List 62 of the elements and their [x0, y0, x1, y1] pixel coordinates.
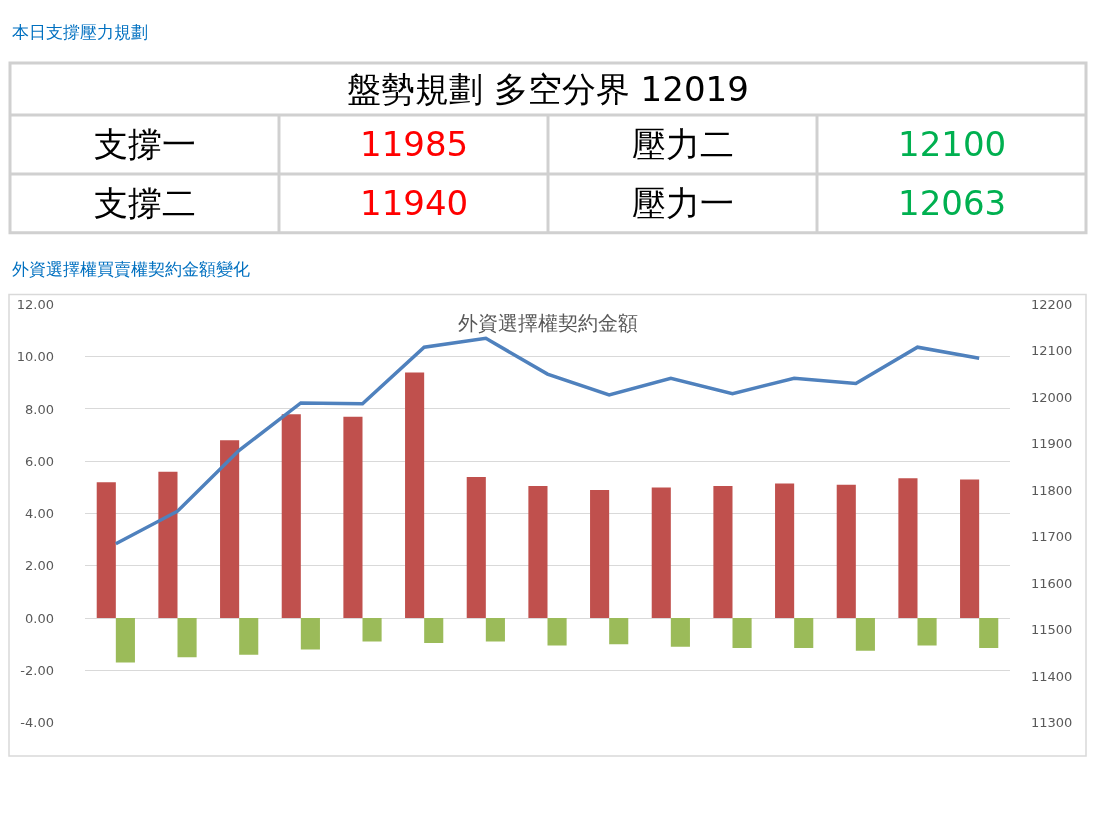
y2-tick-label: 12000	[1031, 389, 1073, 405]
y2-tick-label: 11800	[1031, 482, 1073, 498]
bar	[547, 618, 567, 646]
chart-subtitle: 外資選擇權契約金額	[458, 311, 638, 335]
bar	[732, 618, 752, 649]
bar	[960, 479, 980, 619]
y-tick-label: 12.00	[16, 296, 54, 312]
bar	[485, 618, 505, 642]
text: 支撐二	[94, 183, 196, 223]
bar	[343, 416, 363, 619]
bar	[220, 440, 240, 619]
bar	[609, 618, 629, 645]
y2-tick-label: 11600	[1031, 575, 1073, 591]
bar	[713, 486, 733, 619]
y-tick-label: 6.00	[25, 453, 54, 469]
y2-tick-label: 12100	[1031, 343, 1073, 359]
y-tick-label: -2.00	[20, 662, 54, 678]
text: 11985	[360, 124, 469, 164]
bar	[898, 478, 918, 619]
bar	[775, 483, 795, 619]
chart-title: 外資選擇權買賣權契約金額變化	[12, 259, 250, 279]
y-tick-label: 0.00	[25, 610, 54, 626]
bar	[836, 484, 856, 619]
text: 壓力二	[632, 124, 734, 164]
bar	[424, 618, 444, 643]
bar	[239, 618, 259, 655]
bar	[528, 486, 548, 619]
y2-tick-label: 11400	[1031, 668, 1073, 684]
text: 壓力一	[632, 183, 734, 223]
bar	[158, 471, 178, 619]
y2-tick-label: 11500	[1031, 622, 1073, 638]
bar	[794, 618, 814, 649]
y-tick-label: 8.00	[25, 401, 54, 417]
text: 本日支撐壓力規劃	[12, 22, 148, 42]
bar	[96, 482, 116, 619]
bar	[177, 618, 197, 658]
bar	[362, 618, 382, 642]
bar	[917, 618, 937, 646]
bar	[651, 487, 671, 619]
text: 12100	[898, 124, 1007, 164]
bar	[300, 618, 320, 650]
bar	[979, 618, 999, 649]
y-tick-label: 2.00	[25, 558, 54, 574]
y-tick-label: 4.00	[25, 506, 54, 522]
bar	[115, 618, 135, 663]
y2-tick-label: 11900	[1031, 436, 1073, 452]
text: 支撐一	[94, 124, 196, 164]
y2-tick-label: 11700	[1031, 529, 1073, 545]
y-tick-label: 10.00	[16, 349, 54, 365]
bar	[670, 618, 690, 647]
text: 盤勢規劃 多空分界 12019	[347, 69, 749, 109]
bar	[405, 372, 425, 619]
bar	[466, 476, 486, 619]
y-tick-label: -4.00	[20, 715, 54, 731]
bar	[855, 618, 875, 651]
y2-tick-label: 11300	[1031, 715, 1073, 731]
y2-tick-label: 12200	[1031, 296, 1073, 312]
bar	[281, 414, 301, 619]
line-series	[114, 336, 981, 546]
text: 12063	[898, 183, 1007, 223]
bar	[590, 489, 610, 619]
text: 11940	[360, 183, 469, 223]
